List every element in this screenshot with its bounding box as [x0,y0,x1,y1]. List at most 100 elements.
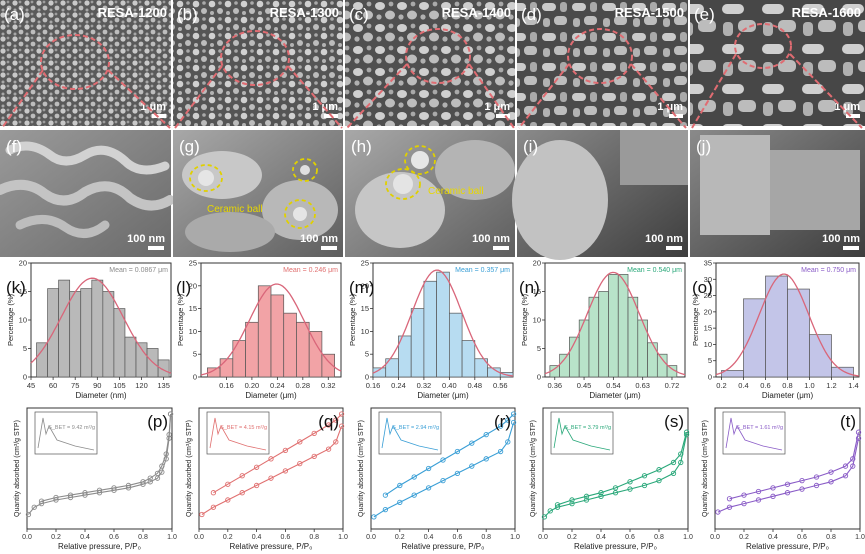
adsorption-point [715,509,721,515]
panel-letter: (k) [6,278,26,297]
adsorption-point [25,511,32,518]
desorption-point [554,502,561,508]
adsorption-point [770,493,776,499]
x-axis-label: Diameter (μm) [762,391,814,400]
mean-label: Mean = 0.246 μm [283,267,338,274]
x-tick-label: 0.6 [625,534,635,541]
scale-bar-label: 100 nm [300,233,338,245]
adsorption-point [282,468,289,474]
histogram-bar [423,280,437,378]
x-tick-label: 0.16 [219,381,234,390]
bet-label: S_BET = 2.94 m²/g [392,425,439,431]
ceramic-ball-marker [284,199,316,229]
y-tick-label: 15 [361,304,369,313]
isotherm-q: S_BET = 4.15 m²/g 0.0 0.2 0.4 0.6 0.8 1.0 Relat… [186,407,348,551]
histogram-n: 0.36 0.45 0.54 0.63 0.72 0 5 10 15 20 Diameter (μm… [519,259,686,400]
y-tick-label: 15 [704,324,712,333]
y-tick-label: 25 [189,259,197,268]
scale-bar-label: 1 μm [834,101,860,113]
adsorption-point [541,514,548,520]
adsorption-point [338,423,345,429]
zoom-circle [734,23,792,69]
scale-bar-label: 100 nm [645,233,683,245]
adsorption-point [627,486,633,492]
y-axis-label: Quantity absorbed (cm³/g STP) [186,420,193,517]
histogram-o: 0.2 0.4 0.6 0.8 1.0 1.2 1.4 0 5 10 15 20 25 30 35 Diame… [691,259,860,400]
zoom-circle [220,30,290,86]
desorption-point [828,469,834,475]
sem-panel-i: (i) 100 nm [512,130,688,260]
annotation-text: Ceramic ball [207,204,263,215]
x-tick-label: 0.24 [391,381,406,390]
x-tick-label: 0.6 [797,534,807,541]
adsorption-point [784,490,791,496]
sample-label: RESA-1500 [615,5,684,20]
histogram-bar [627,296,639,378]
adsorption-point [547,508,553,514]
histogram-bar [449,312,463,378]
scale-bar-label: 1 μm [657,101,683,113]
scale-bar [496,114,510,118]
bet-label: S_BET = 1.61 m²/g [736,425,783,431]
x-tick-label: 0.24 [270,381,285,390]
inset-frame [206,411,270,455]
y-tick-label: 20 [704,307,712,316]
y-tick-label: 20 [361,281,369,290]
desorption-point [411,474,417,480]
histogram-l: 0.16 0.20 0.24 0.28 0.32 0 5 10 15 20 25 Diameter (… [176,259,342,400]
histogram-bar [809,334,832,378]
y-tick-label: 5 [365,350,369,359]
zoom-circle [40,34,110,90]
inset-curve [37,417,95,451]
bet-label: S_BET = 3.79 m²/g [564,425,611,431]
desorption-point [454,448,461,455]
desorption-line [385,413,514,496]
y-tick-label: 10 [704,340,712,349]
desorption-point [469,440,475,446]
scale-bar [148,246,164,250]
desorption-point [338,411,345,417]
histogram-bar [124,336,137,378]
desorption-point [425,465,432,472]
panel-letter: (o) [692,278,713,297]
y-axis-label: Percentage (%) [176,293,185,346]
scale-bar [846,114,860,118]
ceramic-ball-marker [189,164,223,192]
scale-bar [321,246,337,250]
y-tick-label: 10 [361,327,369,336]
x-tick-label: 105 [113,381,126,390]
desorption-line [213,413,342,494]
y-tick-label: 0 [193,373,197,382]
x-tick-label: 0.6 [109,534,119,541]
gaussian-fit-line [715,273,860,377]
adsorption-point [598,493,604,499]
desorption-point [505,417,511,423]
desorption-point [641,473,648,479]
histogram-bar [270,294,285,378]
adsorption-point [371,514,377,520]
x-tick-label: 0.6 [453,534,463,541]
panel-letter: (n) [519,278,540,297]
adsorption-point [497,448,504,455]
x-tick-label: 0.72 [665,381,680,390]
annotation-text: Ceramic ball [428,186,484,197]
desorption-point [163,451,169,457]
adsorption-point [741,500,747,507]
y-tick-label: 0 [365,373,369,382]
inset-frame [722,411,786,455]
desorption-point [140,479,146,485]
desorption-point [612,485,619,491]
desorption-line [557,432,688,506]
adsorption-point [382,506,389,513]
desorption-point [268,456,274,462]
isotherm-s: S_BET = 3.79 m²/g 0.0 0.2 0.4 0.6 0.8 1.0 Relat… [530,407,693,551]
desorption-point [159,463,165,469]
x-tick-label: 0.40 [442,381,457,390]
adsorption-point [38,500,45,507]
x-axis-label: Relative pressure, P/P₀ [746,542,829,551]
panel-letter: (i) [523,137,538,156]
y-tick-label: 15 [533,287,541,296]
panel-letter: (e) [694,5,715,24]
adsorption-point [799,486,805,492]
gaussian-fit-line [200,283,342,376]
